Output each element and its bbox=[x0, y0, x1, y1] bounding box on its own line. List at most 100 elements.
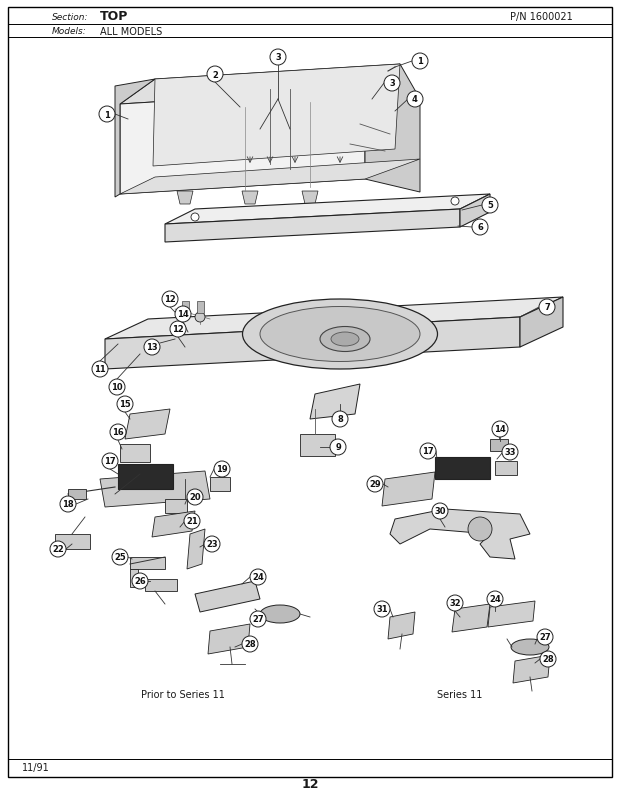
Circle shape bbox=[270, 50, 286, 66]
Polygon shape bbox=[115, 80, 155, 198]
Text: 30: 30 bbox=[434, 507, 446, 516]
Text: 6: 6 bbox=[477, 223, 483, 232]
Polygon shape bbox=[153, 65, 400, 167]
Ellipse shape bbox=[331, 333, 359, 346]
Circle shape bbox=[250, 569, 266, 586]
Polygon shape bbox=[488, 601, 535, 627]
Text: 3: 3 bbox=[389, 79, 395, 88]
Text: 12: 12 bbox=[301, 778, 319, 791]
Text: TOP: TOP bbox=[100, 11, 128, 24]
Polygon shape bbox=[120, 65, 400, 105]
Circle shape bbox=[412, 54, 428, 70]
Text: 13: 13 bbox=[146, 343, 158, 352]
Polygon shape bbox=[165, 195, 490, 225]
Text: Prior to Series 11: Prior to Series 11 bbox=[141, 689, 225, 699]
Bar bbox=[165, 500, 187, 513]
Text: 33: 33 bbox=[504, 448, 516, 457]
Text: 27: 27 bbox=[539, 633, 551, 642]
Bar bbox=[182, 302, 189, 314]
Circle shape bbox=[117, 397, 133, 413]
Bar bbox=[120, 444, 150, 462]
Circle shape bbox=[242, 636, 258, 652]
Text: 24: 24 bbox=[489, 594, 501, 603]
Polygon shape bbox=[100, 471, 210, 508]
Ellipse shape bbox=[260, 605, 300, 623]
Circle shape bbox=[184, 513, 200, 530]
Text: 11/91: 11/91 bbox=[22, 762, 50, 772]
Bar bbox=[210, 478, 230, 491]
Bar bbox=[130, 569, 138, 587]
Polygon shape bbox=[520, 298, 563, 348]
Circle shape bbox=[99, 107, 115, 122]
Text: 17: 17 bbox=[422, 447, 434, 456]
Text: 7: 7 bbox=[544, 303, 550, 312]
Text: 12: 12 bbox=[172, 325, 184, 334]
Text: 17: 17 bbox=[104, 457, 116, 466]
Circle shape bbox=[451, 198, 459, 206]
Text: 11: 11 bbox=[94, 365, 106, 374]
Bar bbox=[118, 465, 173, 489]
Text: 15: 15 bbox=[119, 400, 131, 409]
Polygon shape bbox=[365, 65, 420, 193]
Circle shape bbox=[374, 601, 390, 617]
Circle shape bbox=[332, 411, 348, 427]
Text: 24: 24 bbox=[252, 573, 264, 581]
Polygon shape bbox=[242, 191, 258, 204]
Circle shape bbox=[191, 214, 199, 221]
Text: 3: 3 bbox=[275, 54, 281, 62]
Bar bbox=[130, 557, 165, 569]
Text: 9: 9 bbox=[335, 443, 341, 452]
Text: 12: 12 bbox=[164, 295, 176, 304]
Bar bbox=[435, 457, 490, 479]
Circle shape bbox=[384, 76, 400, 92]
Circle shape bbox=[187, 489, 203, 505]
Text: 26: 26 bbox=[134, 577, 146, 586]
Polygon shape bbox=[120, 90, 365, 195]
Polygon shape bbox=[452, 604, 490, 633]
Circle shape bbox=[60, 496, 76, 513]
Text: 10: 10 bbox=[111, 383, 123, 392]
Circle shape bbox=[112, 549, 128, 565]
Text: 22: 22 bbox=[52, 545, 64, 554]
Polygon shape bbox=[208, 624, 250, 654]
Circle shape bbox=[367, 476, 383, 492]
Polygon shape bbox=[460, 195, 490, 228]
Circle shape bbox=[407, 92, 423, 108]
Circle shape bbox=[540, 651, 556, 667]
Bar bbox=[490, 440, 508, 452]
Circle shape bbox=[162, 292, 178, 307]
Text: 25: 25 bbox=[114, 553, 126, 562]
Text: 4: 4 bbox=[412, 96, 418, 105]
Text: 27: 27 bbox=[252, 615, 264, 624]
Text: ALL MODELS: ALL MODELS bbox=[100, 27, 162, 37]
Text: 1: 1 bbox=[104, 110, 110, 119]
Polygon shape bbox=[390, 509, 530, 560]
Polygon shape bbox=[152, 512, 195, 538]
Circle shape bbox=[102, 453, 118, 470]
Bar bbox=[55, 534, 90, 549]
Text: 16: 16 bbox=[112, 428, 124, 437]
Circle shape bbox=[330, 440, 346, 456]
Text: 29: 29 bbox=[369, 480, 381, 489]
Circle shape bbox=[214, 461, 230, 478]
Circle shape bbox=[132, 573, 148, 590]
Circle shape bbox=[492, 422, 508, 437]
Ellipse shape bbox=[320, 327, 370, 352]
Text: 14: 14 bbox=[494, 425, 506, 434]
Polygon shape bbox=[302, 191, 318, 204]
Polygon shape bbox=[165, 210, 460, 242]
Circle shape bbox=[109, 380, 125, 396]
Text: P/N 1600021: P/N 1600021 bbox=[510, 12, 573, 22]
Circle shape bbox=[92, 362, 108, 378]
Circle shape bbox=[250, 611, 266, 627]
Text: 21: 21 bbox=[186, 517, 198, 526]
Polygon shape bbox=[388, 612, 415, 639]
Text: 2: 2 bbox=[212, 71, 218, 79]
Circle shape bbox=[468, 517, 492, 541]
Circle shape bbox=[482, 198, 498, 214]
Polygon shape bbox=[120, 160, 420, 195]
Polygon shape bbox=[195, 581, 260, 612]
Polygon shape bbox=[513, 655, 550, 683]
Text: 18: 18 bbox=[62, 500, 74, 508]
Circle shape bbox=[195, 312, 205, 323]
